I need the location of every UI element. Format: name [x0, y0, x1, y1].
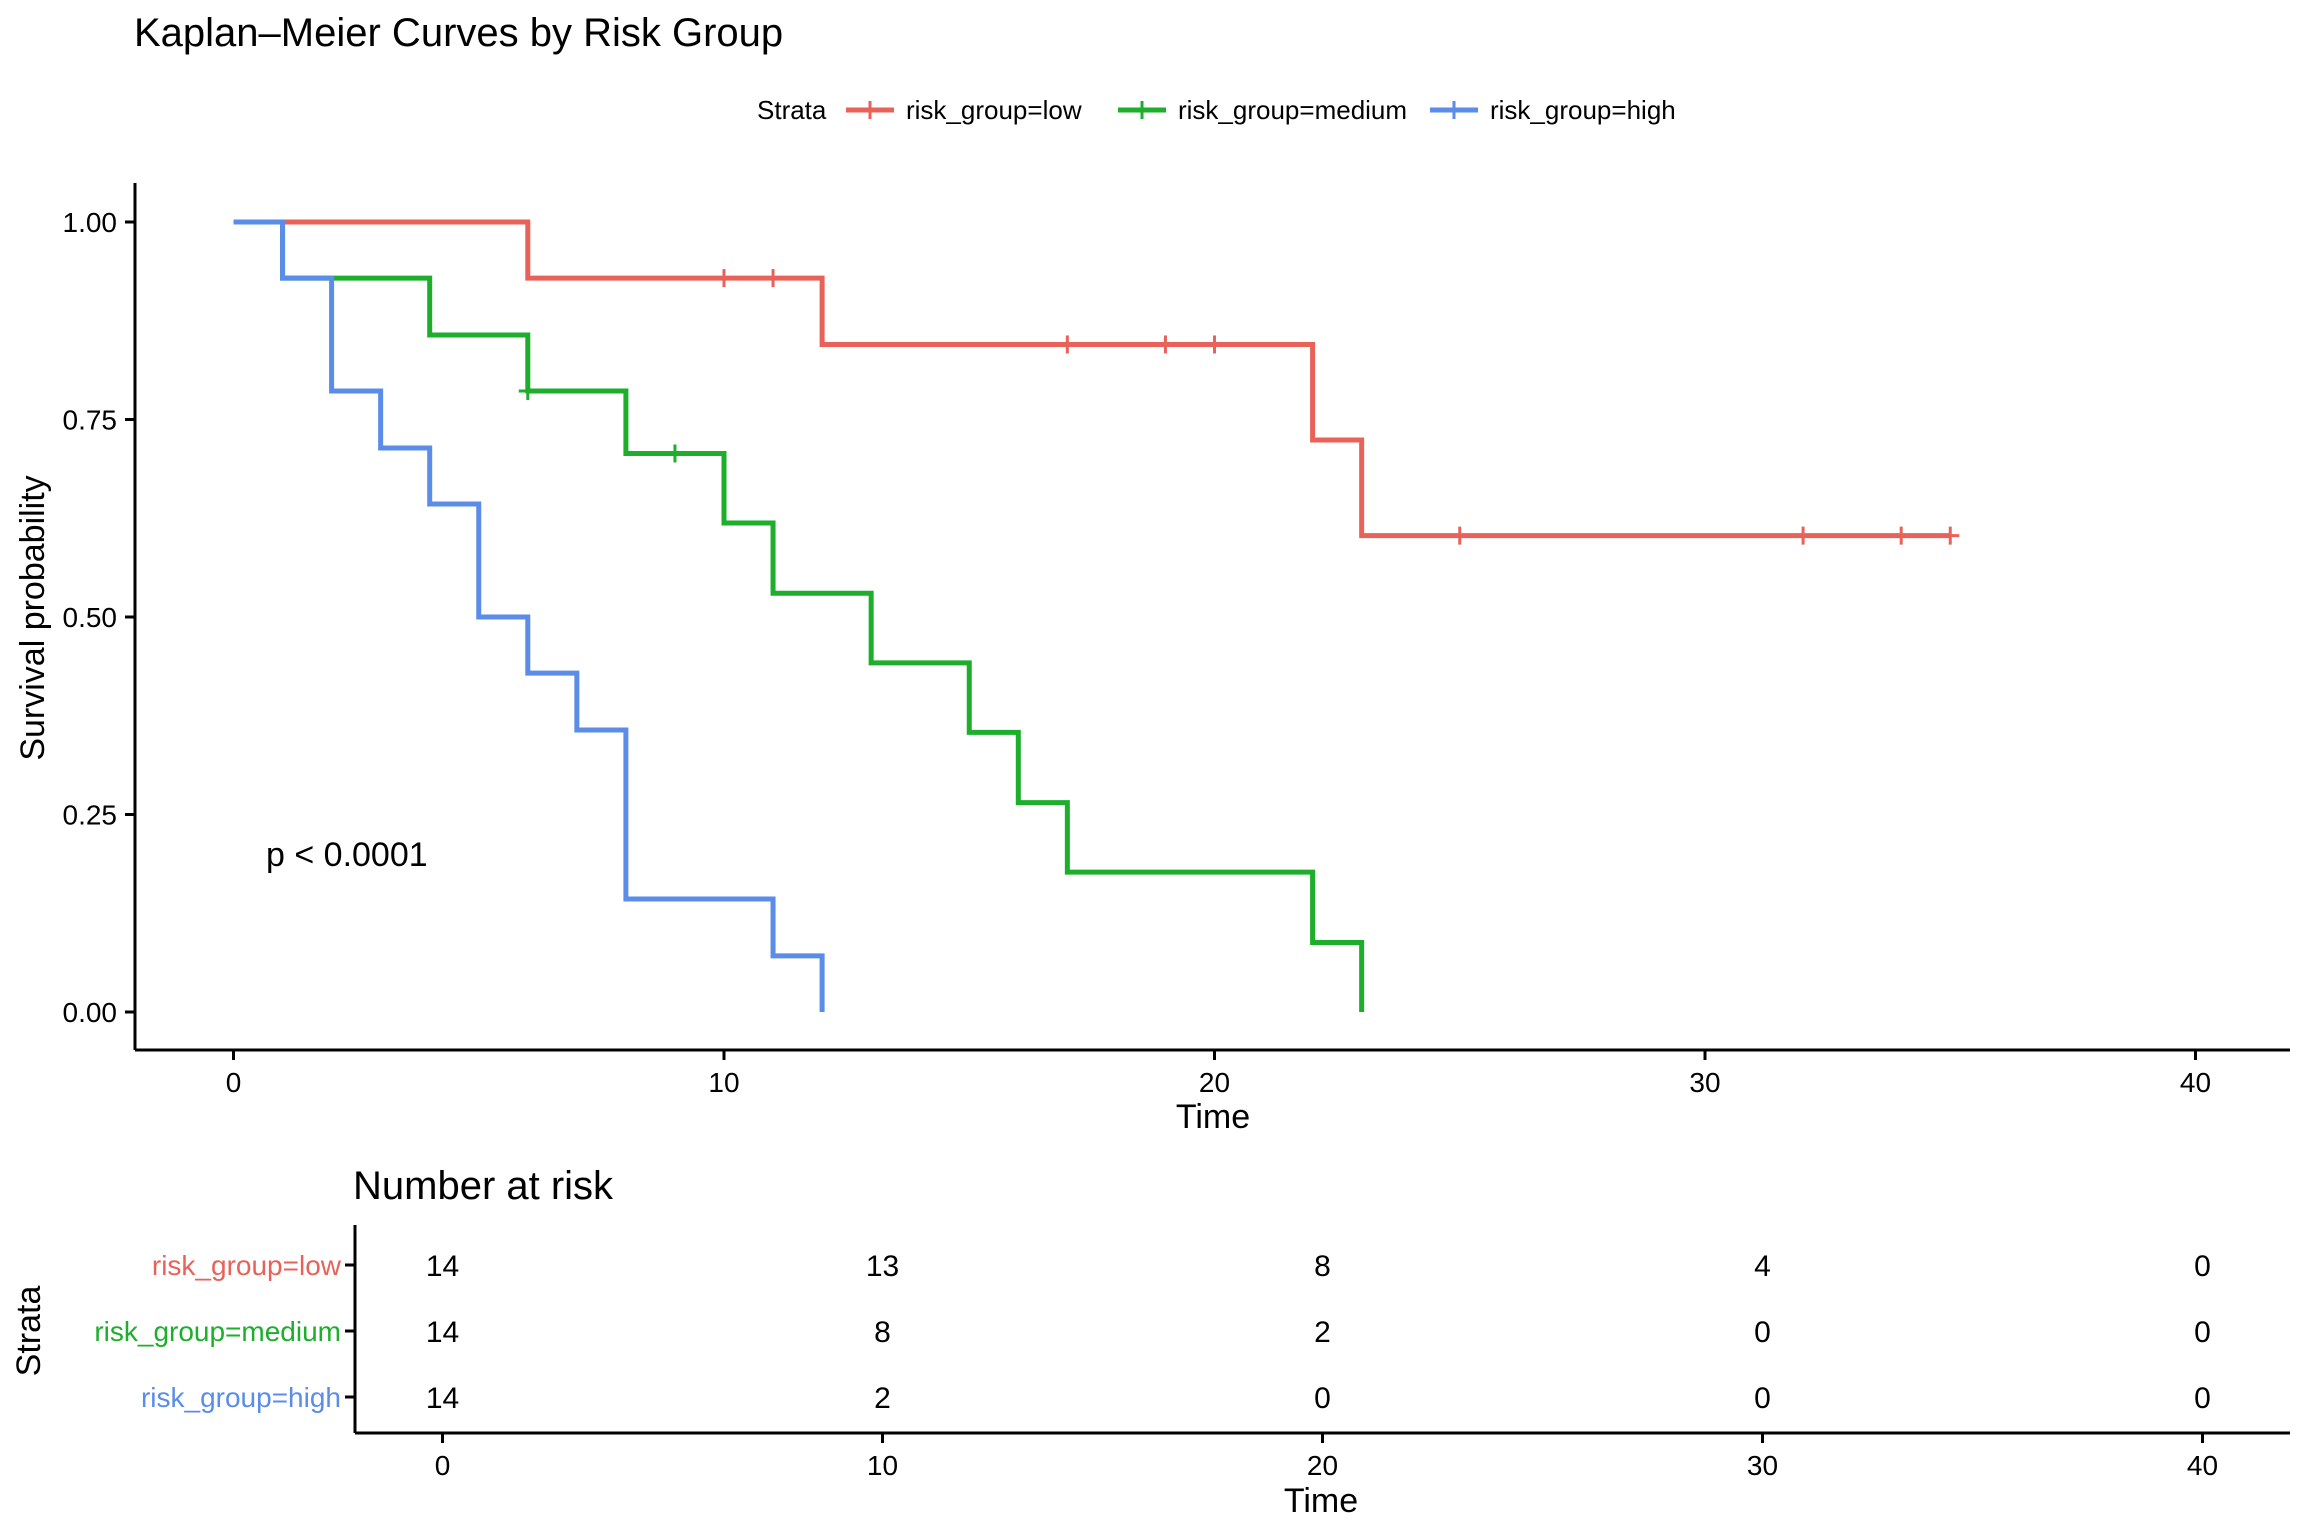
risk-table-title: Number at risk	[353, 1164, 614, 1208]
x-tick-label: 20	[1199, 1067, 1230, 1098]
censor-mark	[1450, 526, 1469, 545]
y-tick-label: 0.25	[63, 800, 118, 831]
legend-item-low: risk_group=low	[846, 95, 1082, 125]
risk-x-tick-label: 40	[2187, 1450, 2218, 1481]
legend-label: risk_group=high	[1490, 95, 1676, 125]
km-plot: 0 10 20 30 40 0.00 0.25 0.50 0.75 1.00 p < 0.0001…	[14, 183, 2290, 1136]
censor-mark	[1156, 335, 1175, 354]
risk-cell: 0	[1754, 1316, 1771, 1349]
risk-x-axis-label: Time	[1284, 1482, 1358, 1520]
risk-x-tick-label: 30	[1747, 1450, 1778, 1481]
legend-title: Strata	[757, 95, 827, 125]
risk-cell: 0	[1314, 1382, 1331, 1415]
legend-item-medium: risk_group=medium	[1118, 95, 1407, 125]
p-value-annotation: p < 0.0001	[266, 836, 428, 874]
km-curve-low	[233, 219, 1951, 539]
risk-cell: 2	[1314, 1316, 1331, 1349]
risk-cell: 14	[426, 1250, 459, 1283]
risk-cell: 0	[2194, 1316, 2211, 1349]
censor-mark	[764, 269, 783, 288]
chart-title: Kaplan–Meier Curves by Risk Group	[134, 11, 783, 55]
risk-cell: 14	[426, 1316, 459, 1349]
censor-mark	[1941, 526, 1960, 545]
x-tick-label: 30	[1689, 1067, 1720, 1098]
censor-mark	[715, 269, 733, 288]
x-tick-label: 0	[226, 1067, 242, 1098]
x-axis-label: Time	[1176, 1098, 1250, 1136]
risk-row-label: risk_group=high	[141, 1382, 341, 1413]
risk-y-axis-label: Strata	[10, 1286, 48, 1377]
risk-cell: 13	[866, 1250, 899, 1283]
risk-table: Number at risk risk_group=low 14 13 8 4 0risk…	[10, 1164, 2290, 1520]
risk-cell: 0	[2194, 1250, 2211, 1283]
censor-mark	[1205, 335, 1224, 354]
censor-mark	[665, 444, 684, 463]
legend-label: risk_group=medium	[1178, 95, 1407, 125]
risk-row-label: risk_group=medium	[94, 1316, 341, 1347]
censor-mark	[1058, 335, 1077, 354]
x-tick-label: 10	[708, 1067, 739, 1098]
risk-cell: 2	[874, 1382, 891, 1415]
km-curve-medium	[233, 219, 1365, 1012]
risk-cell: 8	[874, 1316, 891, 1349]
risk-cell: 14	[426, 1382, 459, 1415]
y-tick-label: 0.50	[63, 602, 118, 633]
x-tick-label: 40	[2180, 1067, 2211, 1098]
censor-mark	[1794, 526, 1813, 545]
risk-row-label: risk_group=low	[152, 1250, 342, 1281]
km-curve-high	[233, 219, 825, 1012]
y-axis-label: Survival probability	[14, 475, 52, 760]
risk-x-tick-label: 20	[1307, 1450, 1338, 1481]
y-tick-label: 0.00	[63, 997, 118, 1028]
legend-item-high: risk_group=high	[1430, 95, 1676, 125]
risk-cell: 0	[1754, 1382, 1771, 1415]
legend: Strata risk_group=low risk_group=medium ri…	[757, 95, 1676, 125]
risk-x-tick-label: 0	[435, 1450, 451, 1481]
y-tick-label: 1.00	[63, 207, 118, 238]
risk-x-tick-label: 10	[867, 1450, 898, 1481]
censor-mark	[518, 382, 537, 401]
risk-cell: 0	[2194, 1382, 2211, 1415]
risk-cell: 4	[1754, 1250, 1771, 1283]
legend-label: risk_group=low	[906, 95, 1082, 125]
censor-mark	[1892, 526, 1911, 545]
risk-cell: 8	[1314, 1250, 1331, 1283]
y-tick-label: 0.75	[63, 405, 118, 436]
